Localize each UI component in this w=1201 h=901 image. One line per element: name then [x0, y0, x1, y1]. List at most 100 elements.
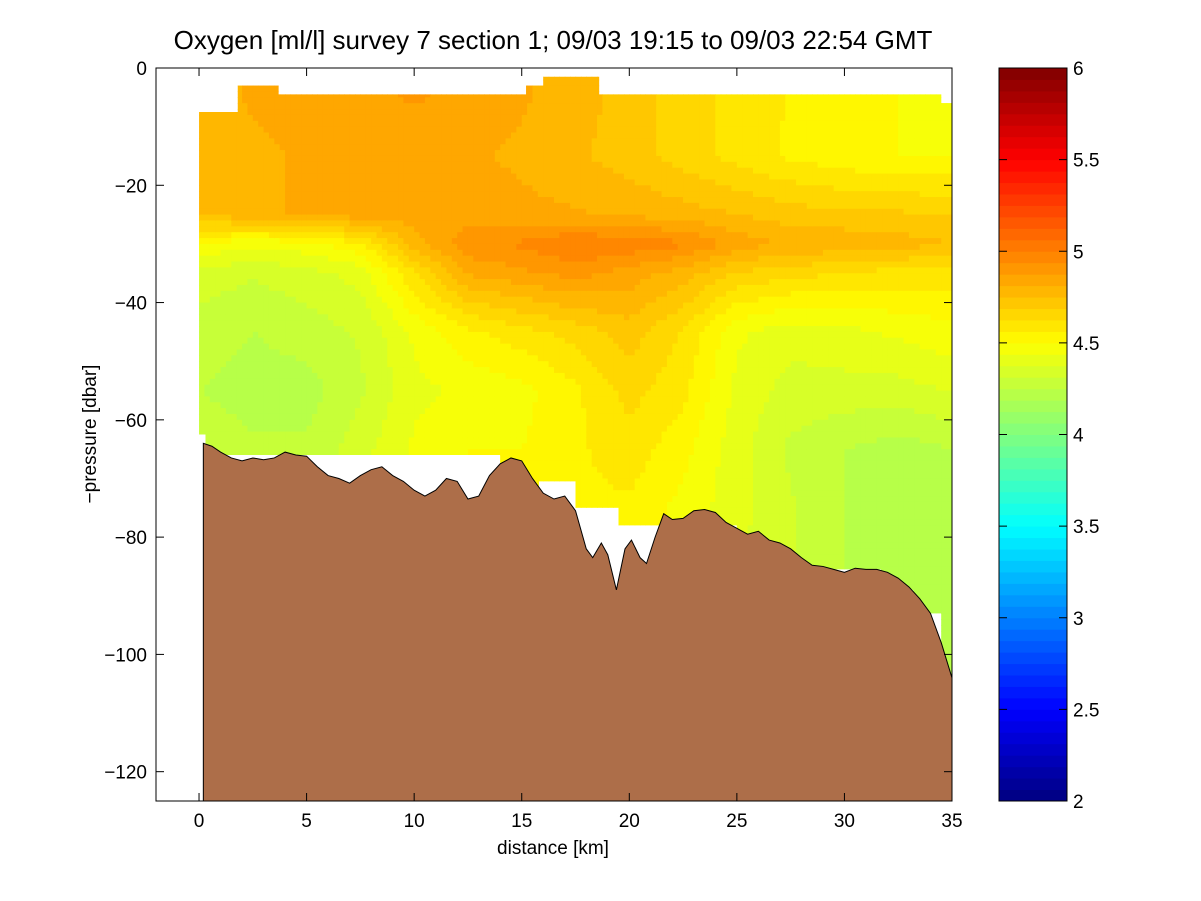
- field-cell: [344, 226, 351, 233]
- field-cell: [242, 173, 249, 181]
- field-cell: [333, 232, 340, 239]
- field-cell: [441, 220, 448, 227]
- field-cell: [371, 431, 378, 439]
- field-cell: [414, 179, 421, 186]
- field-cell: [349, 220, 356, 227]
- field-cell: [381, 402, 388, 409]
- field-cell: [430, 97, 437, 104]
- field-cell: [403, 343, 410, 351]
- field-cell: [274, 337, 281, 345]
- field-cell: [285, 355, 292, 362]
- field-cell: [414, 279, 421, 286]
- field-cell: [376, 449, 383, 456]
- field-cell: [285, 437, 292, 444]
- field-cell: [252, 408, 259, 415]
- field-cell: [274, 126, 281, 134]
- field-cell: [242, 349, 249, 356]
- field-cell: [247, 302, 254, 310]
- field-cell: [295, 331, 302, 339]
- field-cell: [311, 384, 318, 392]
- field-cell: [424, 425, 431, 433]
- field-cell: [387, 150, 394, 157]
- field-cell: [215, 197, 222, 204]
- field-cell: [285, 150, 292, 157]
- field-cell: [398, 114, 405, 122]
- field-cell: [371, 390, 378, 397]
- field-cell: [258, 167, 265, 175]
- field-cell: [252, 425, 259, 433]
- field-cell: [349, 243, 356, 251]
- field-cell: [371, 296, 378, 304]
- field-cell: [220, 132, 227, 139]
- field-cell: [215, 437, 222, 444]
- field-cell: [435, 419, 442, 427]
- field-cell: [392, 361, 399, 368]
- field-cell: [274, 408, 281, 415]
- field-cell: [263, 396, 270, 403]
- field-cell: [306, 279, 313, 286]
- field-cell: [220, 296, 227, 304]
- field-cell: [398, 367, 405, 374]
- field-cell: [220, 384, 227, 392]
- field-cell: [355, 97, 361, 104]
- field-cell: [338, 419, 345, 427]
- field-cell: [279, 197, 286, 204]
- field-cell: [398, 337, 405, 345]
- field-cell: [430, 226, 437, 233]
- field-cell: [306, 413, 313, 421]
- field-cell: [381, 449, 388, 456]
- field-cell: [204, 150, 211, 157]
- field-cell: [414, 103, 421, 110]
- field-cell: [344, 378, 351, 386]
- field-cell: [247, 320, 254, 327]
- field-cell: [268, 191, 275, 198]
- field-cell: [403, 91, 410, 98]
- field-cell: [209, 349, 216, 356]
- field-cell: [376, 249, 383, 257]
- field-cell: [252, 279, 259, 286]
- field-cell: [263, 202, 270, 210]
- field-cell: [435, 220, 442, 227]
- field-cell: [419, 413, 426, 421]
- field-cell: [247, 220, 254, 227]
- field-cell: [231, 437, 238, 444]
- field-cell: [371, 202, 378, 210]
- field-cell: [398, 97, 405, 104]
- field-cell: [381, 361, 388, 368]
- field-cell: [338, 220, 345, 227]
- field-cell: [204, 331, 211, 339]
- field-cell: [349, 431, 356, 439]
- field-cell: [306, 273, 313, 280]
- field-cell: [371, 308, 378, 315]
- field-cell: [204, 144, 211, 151]
- field-cell: [344, 261, 351, 268]
- field-cell: [403, 97, 410, 104]
- field-cell: [333, 167, 340, 175]
- field-cell: [290, 138, 297, 145]
- field-cell: [408, 408, 415, 415]
- field-cell: [220, 126, 227, 134]
- field-cell: [225, 249, 232, 257]
- field-cell: [381, 408, 388, 415]
- field-cell: [301, 279, 308, 286]
- field-cell: [371, 425, 378, 433]
- field-cell: [338, 185, 345, 192]
- field-cell: [215, 331, 222, 339]
- field-cell: [403, 103, 410, 110]
- field-cell: [355, 326, 361, 333]
- field-cell: [338, 161, 345, 169]
- field-cell: [290, 308, 297, 315]
- field-cell: [419, 91, 426, 98]
- field-cell: [392, 331, 399, 339]
- field-cell: [274, 402, 281, 409]
- field-cell: [322, 437, 329, 444]
- field-cell: [387, 161, 394, 169]
- field-cell: [247, 91, 254, 98]
- field-cell: [424, 390, 431, 397]
- field-cell: [435, 343, 442, 351]
- field-cell: [430, 243, 437, 251]
- field-cell: [333, 326, 340, 333]
- field-cell: [199, 261, 206, 268]
- field-cell: [242, 273, 249, 280]
